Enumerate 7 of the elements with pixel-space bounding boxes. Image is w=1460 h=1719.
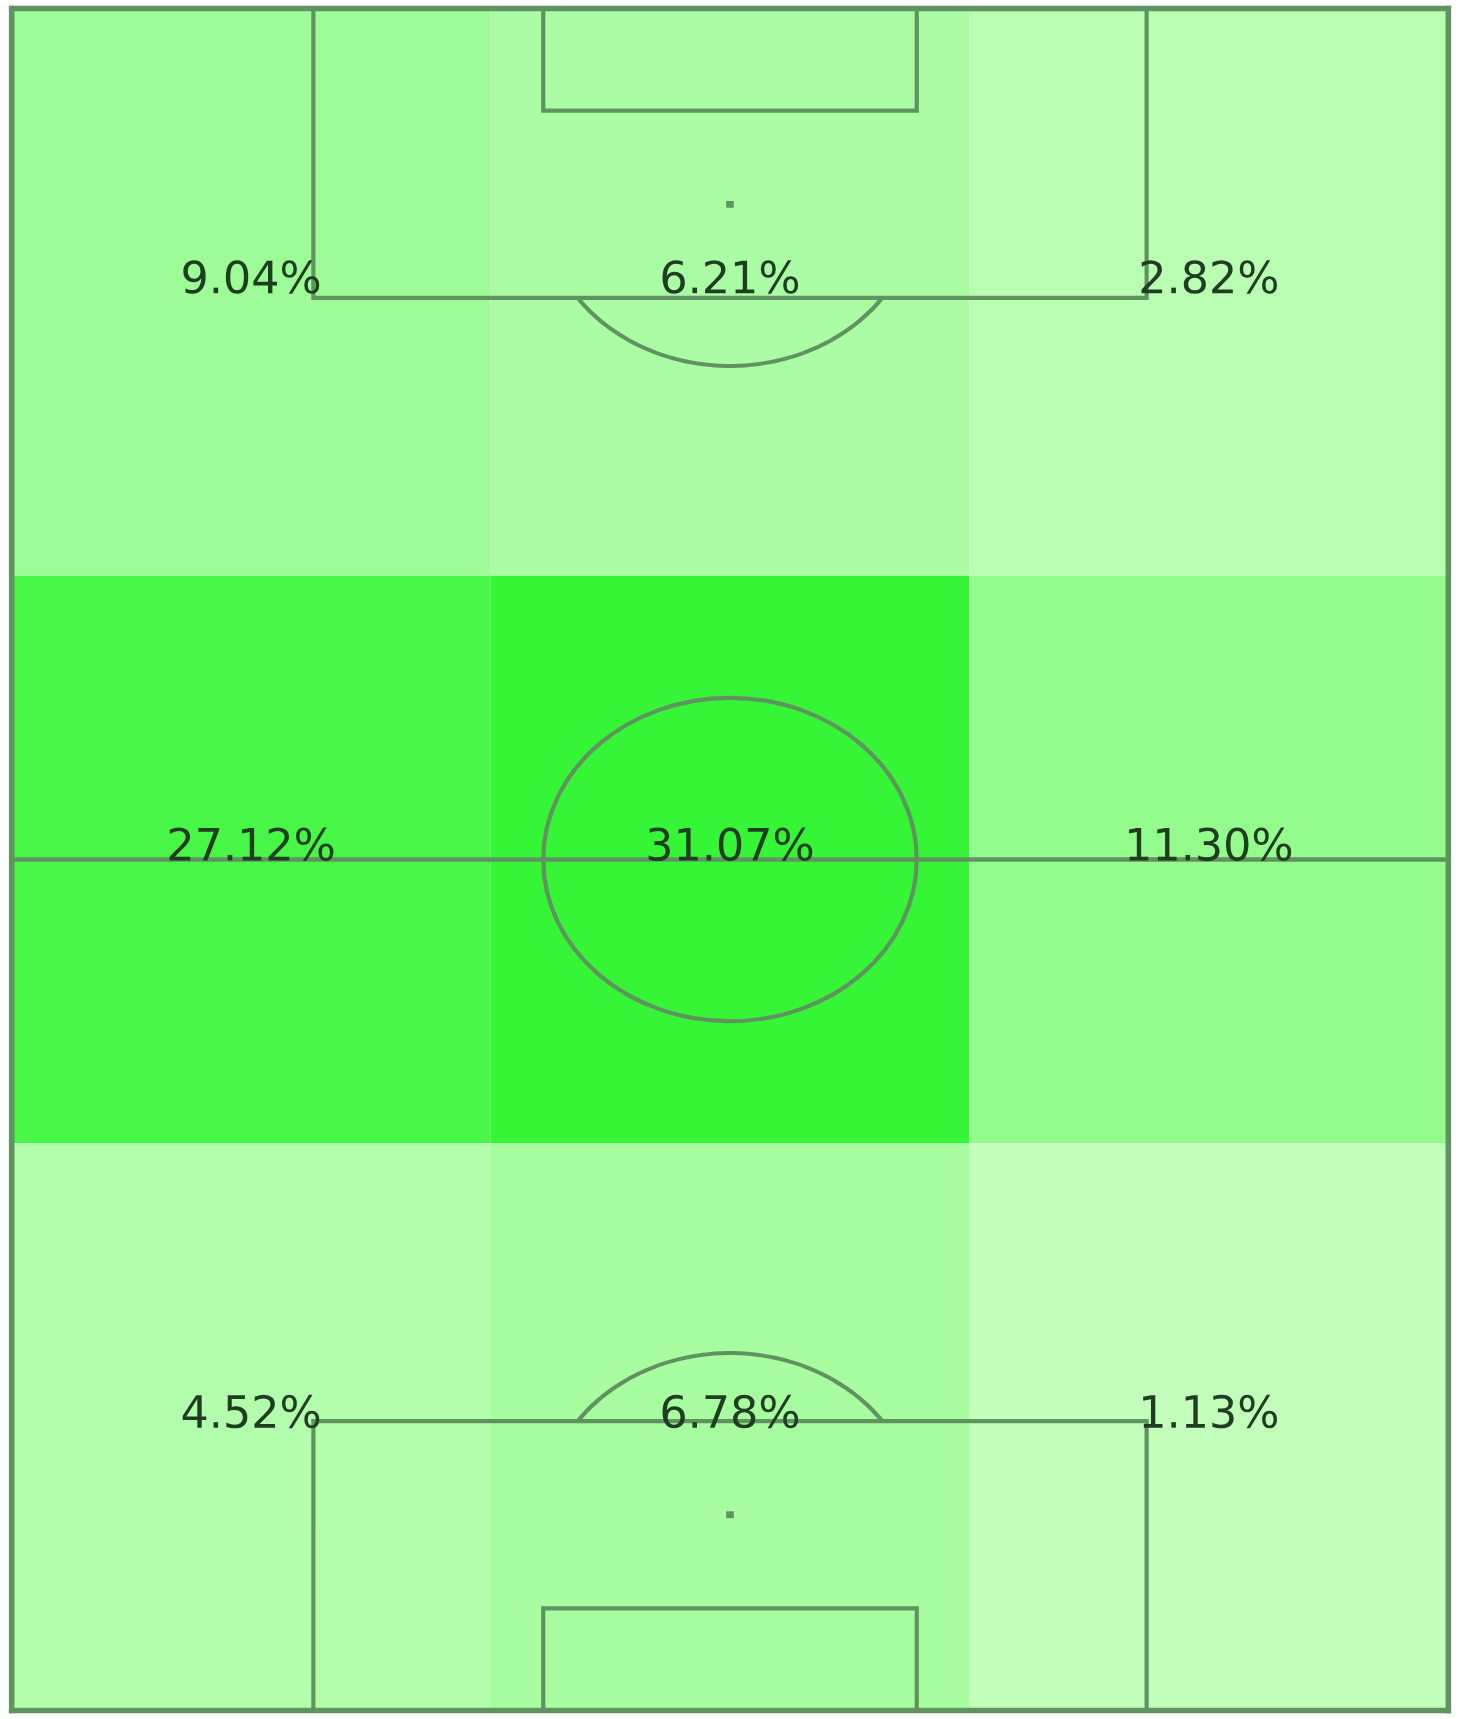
- data-label: 6.21%: [662, 260, 799, 294]
- data-label: 1.13%: [1143, 1394, 1278, 1429]
- data-label: 31.07%: [648, 827, 813, 862]
- data-label: 27.12%: [169, 827, 334, 862]
- data-label: 9.04%: [183, 260, 320, 294]
- data-label: 4.52%: [182, 1394, 320, 1429]
- data-label: 11.30%: [1129, 827, 1292, 862]
